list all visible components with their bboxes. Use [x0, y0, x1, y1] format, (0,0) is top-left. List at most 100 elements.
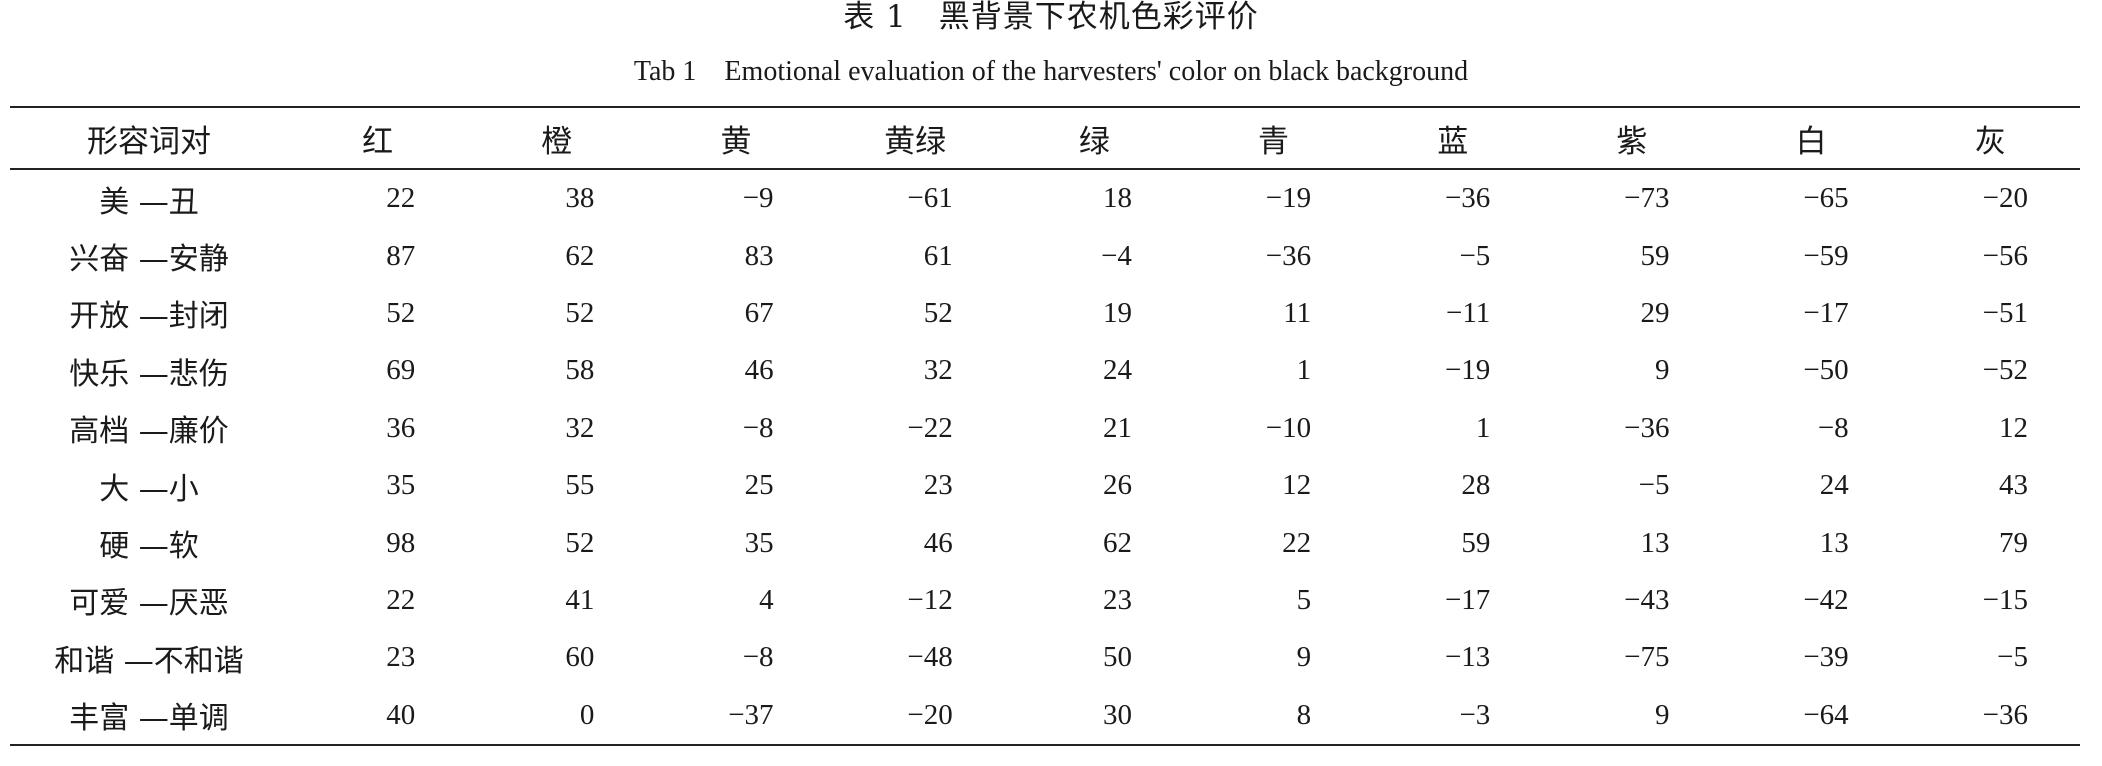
score-cell: 9: [1655, 698, 1670, 731]
score-cell: −65: [1803, 182, 1849, 215]
score-cell: −5: [1638, 469, 1670, 502]
header-cyan: 青: [1258, 123, 1290, 160]
score-cell: −48: [907, 641, 953, 674]
score-cell: −36: [1444, 182, 1491, 215]
score-cell: −19: [1265, 182, 1312, 215]
table-header-row: 形容词对 红 橙 黄 黄绿 绿 青 蓝 紫 白 灰: [10, 107, 2080, 169]
score-cell: 9: [1655, 354, 1670, 387]
score-cell: 5: [1296, 583, 1312, 616]
score-cell: 58: [565, 354, 595, 387]
evaluation-table-container: 形容词对 红 橙 黄 黄绿 绿 青 蓝 紫 白 灰 美 —丑 22 38 −9 −61 1…: [10, 106, 2080, 746]
score-cell: −17: [1444, 583, 1491, 616]
score-cell: 32: [923, 354, 953, 387]
score-cell: −11: [1446, 296, 1491, 329]
score-cell: −73: [1624, 182, 1670, 215]
score-cell: 59: [1461, 526, 1491, 559]
score-cell: −4: [1101, 239, 1132, 272]
score-cell: −75: [1624, 641, 1670, 674]
table-row: 美 —丑 22 38 −9 −61 18 −19 −36 −73 −65 −20: [10, 169, 2080, 227]
table-row: 快乐 —悲伤 69 58 46 32 24 1 −19 9 −50 −52: [10, 342, 2080, 399]
score-cell: −64: [1803, 698, 1849, 731]
score-cell: 22: [1282, 526, 1312, 559]
score-cell: −56: [1982, 239, 2028, 272]
score-cell: 1: [1475, 411, 1491, 444]
color-evaluation-table: 形容词对 红 橙 黄 黄绿 绿 青 蓝 紫 白 灰 美 —丑 22 38 −9 −61 1…: [10, 106, 2080, 746]
score-cell: 52: [565, 526, 595, 559]
table-row: 丰富 —单调 40 0 −37 −20 30 8 −3 9 −64 −36: [10, 687, 2080, 745]
score-cell: −3: [1459, 698, 1491, 731]
score-cell: 52: [386, 296, 416, 329]
score-cell: −19: [1444, 354, 1491, 387]
score-cell: 25: [744, 469, 774, 502]
score-cell: 79: [1999, 526, 2028, 559]
score-cell: 69: [386, 354, 416, 387]
score-cell: 38: [565, 182, 595, 215]
score-cell: −5: [1459, 239, 1491, 272]
adjective-pair-cell: 开放 —封闭: [69, 299, 229, 335]
score-cell: −37: [728, 698, 774, 731]
score-cell: −39: [1803, 641, 1849, 674]
score-cell: 24: [1102, 354, 1132, 387]
score-cell: 50: [1102, 641, 1132, 674]
score-cell: −9: [742, 182, 774, 215]
score-cell: 0: [579, 698, 595, 731]
table-row: 高档 —廉价 36 32 −8 −22 21 −10 1 −36 −8 12: [10, 400, 2080, 457]
score-cell: −43: [1624, 583, 1670, 616]
score-cell: 1: [1296, 354, 1312, 387]
score-cell: 22: [386, 583, 416, 616]
score-cell: 28: [1461, 469, 1491, 502]
score-cell: −8: [742, 411, 774, 444]
score-cell: 46: [744, 354, 774, 387]
adjective-pair-cell: 丰富 —单调: [69, 701, 229, 737]
score-cell: −20: [907, 698, 953, 731]
table-row: 硬 —软 98 52 35 46 62 22 59 13 13 79: [10, 514, 2080, 571]
score-cell: 36: [386, 411, 416, 444]
score-cell: 32: [565, 411, 595, 444]
score-cell: −15: [1982, 583, 2028, 616]
score-cell: 23: [923, 469, 953, 502]
score-cell: 19: [1102, 296, 1132, 329]
score-cell: 67: [744, 296, 774, 329]
table-row: 开放 —封闭 52 52 67 52 19 11 −11 29 −17 −51: [10, 285, 2080, 342]
table-caption-english: Tab 1 Emotional evaluation of the harves…: [633, 56, 1469, 87]
score-cell: 55: [565, 469, 595, 502]
score-cell: −52: [1982, 354, 2028, 387]
score-cell: 26: [1102, 469, 1132, 502]
header-white: 白: [1795, 123, 1827, 160]
score-cell: −36: [1624, 411, 1670, 444]
score-cell: 43: [1999, 469, 2028, 502]
score-cell: 13: [1819, 526, 1849, 559]
table-row: 大 —小 35 55 25 23 26 12 28 −5 24 43: [10, 457, 2080, 514]
score-cell: 9: [1296, 641, 1312, 674]
score-cell: 52: [565, 296, 595, 329]
table-caption-chinese: 表 1 黑背景下农机色彩评价: [843, 0, 1259, 35]
score-cell: −17: [1803, 296, 1849, 329]
score-cell: −36: [1265, 239, 1312, 272]
score-cell: 62: [1102, 526, 1132, 559]
score-cell: 60: [565, 641, 595, 674]
score-cell: 30: [1102, 698, 1132, 731]
adjective-pair-cell: 可爱 —厌恶: [69, 586, 229, 622]
score-cell: 12: [1282, 469, 1312, 502]
header-yellow-green: 黄绿: [884, 123, 947, 160]
score-cell: 35: [386, 469, 416, 502]
score-cell: 62: [565, 239, 595, 272]
header-yellow: 黄: [720, 123, 752, 160]
adjective-pair-cell: 硬 —软: [99, 529, 199, 565]
score-cell: −10: [1265, 411, 1312, 444]
score-cell: 23: [1102, 583, 1132, 616]
score-cell: 40: [386, 698, 416, 731]
score-cell: −22: [907, 411, 953, 444]
score-cell: −36: [1982, 698, 2028, 731]
adjective-pair-cell: 大 —小: [99, 471, 199, 507]
score-cell: 61: [923, 239, 953, 272]
score-cell: −5: [1997, 641, 2028, 674]
adjective-pair-cell: 快乐 —悲伤: [69, 356, 229, 392]
score-cell: 87: [386, 239, 416, 272]
table-row: 兴奋 —安静 87 62 83 61 −4 −36 −5 59 −59 −56: [10, 227, 2080, 284]
score-cell: −20: [1982, 182, 2028, 215]
score-cell: −13: [1444, 641, 1491, 674]
adjective-pair-cell: 兴奋 —安静: [69, 242, 229, 278]
adjective-pair-cell: 高档 —廉价: [69, 414, 229, 450]
score-cell: 98: [386, 526, 416, 559]
